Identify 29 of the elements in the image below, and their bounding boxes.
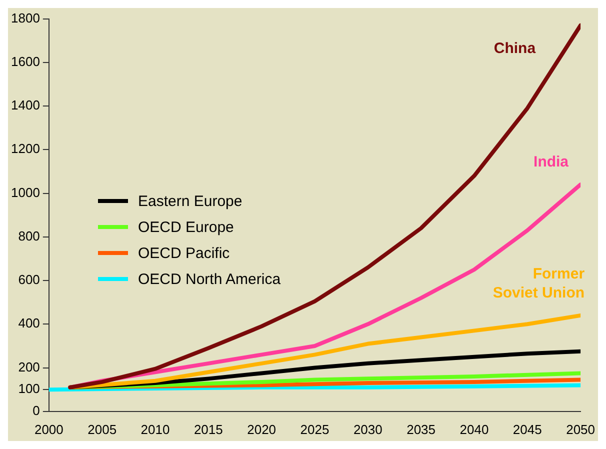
y-tick-label: 1800 bbox=[11, 10, 40, 26]
x-tick-label: 2005 bbox=[88, 422, 117, 437]
annotation: Former Soviet Union bbox=[492, 266, 585, 302]
x-tick-label: 2045 bbox=[512, 422, 542, 437]
y-tick-label: 1400 bbox=[11, 98, 40, 113]
x-tick-label: 2020 bbox=[247, 422, 276, 437]
y-tick-label: 0 bbox=[32, 402, 40, 418]
legend-label: OECD Europe bbox=[138, 218, 234, 236]
legend-label: OECD Pacific bbox=[138, 244, 230, 262]
y-tick-label: 200 bbox=[18, 359, 40, 374]
x-tick-label: 2050 bbox=[566, 422, 595, 437]
x-tick-label: 2010 bbox=[140, 422, 170, 437]
x-tick-label: 2035 bbox=[406, 422, 436, 437]
annotation: India bbox=[534, 154, 570, 171]
y-tick-label: 1200 bbox=[11, 141, 40, 156]
x-tick-label: 2030 bbox=[353, 422, 382, 437]
y-tick-label: 100 bbox=[18, 381, 40, 396]
y-tick-label: 800 bbox=[18, 228, 40, 244]
y-tick-label: 400 bbox=[18, 316, 40, 331]
x-tick-label: 2015 bbox=[194, 422, 223, 437]
y-tick-label: 600 bbox=[18, 272, 40, 288]
y-tick-label: 1000 bbox=[11, 184, 40, 200]
legend-label: Eastern Europe bbox=[138, 192, 242, 210]
annotation: China bbox=[494, 40, 536, 57]
x-tick-label: 2040 bbox=[460, 422, 489, 437]
x-tick-label: 2000 bbox=[34, 422, 64, 437]
y-tick-label: 1600 bbox=[11, 54, 40, 69]
x-tick-label: 2025 bbox=[300, 422, 330, 437]
legend-label: OECD North America bbox=[138, 270, 281, 288]
